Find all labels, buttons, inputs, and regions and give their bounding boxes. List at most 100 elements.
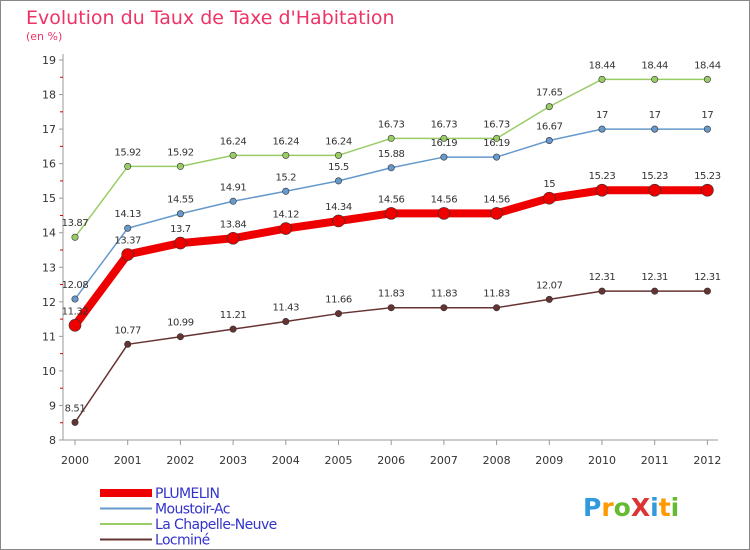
- data-point: [703, 287, 711, 295]
- data-point: [124, 224, 132, 232]
- chart-subtitle: (en %): [26, 30, 62, 43]
- x-tick-label: 2003: [219, 454, 247, 467]
- data-point: [387, 164, 395, 172]
- data-point: [334, 151, 342, 159]
- data-label: 15.88: [378, 149, 405, 160]
- data-point: [437, 207, 451, 220]
- series-la-chapelle-neuve: 13.87 15.92 15.92 16.24 16.24 16.24 16.73 16.73…: [62, 60, 721, 241]
- y-tick-label: 14: [42, 227, 56, 240]
- data-label: 14.56: [378, 194, 405, 205]
- data-point: [595, 183, 609, 197]
- data-label: 12.31: [694, 272, 721, 283]
- data-label: 15.23: [694, 171, 721, 182]
- data-point: [440, 304, 448, 312]
- logo-text: ProXiti: [583, 493, 679, 522]
- data-point: [703, 125, 711, 133]
- x-tick-label: 2005: [325, 454, 353, 467]
- legend-label: La Chapelle-Neuve: [155, 517, 277, 533]
- data-point: [493, 153, 501, 161]
- x-tick-label: 2001: [114, 454, 142, 467]
- data-label: 17: [701, 110, 713, 121]
- data-point: [174, 236, 187, 250]
- data-label: 12.31: [589, 272, 616, 283]
- data-label: 17: [596, 110, 608, 121]
- x-tick-label: 2008: [483, 454, 511, 467]
- series-plumelin: 11.32 13.37 13.7 13.84 14.12 14.34 14.56 14.56 1…: [62, 171, 721, 332]
- data-point: [648, 183, 662, 197]
- data-point: [279, 222, 293, 235]
- data-point: [176, 333, 184, 341]
- data-label: 10.99: [167, 318, 194, 329]
- data-point: [229, 325, 237, 333]
- data-label: 16.24: [272, 136, 299, 147]
- data-label: 16.19: [431, 138, 458, 149]
- data-point: [71, 418, 79, 426]
- x-tick-label: 2012: [693, 454, 721, 467]
- data-label: 16.19: [483, 138, 510, 149]
- data-label: 12.31: [641, 272, 668, 283]
- data-point: [384, 207, 398, 220]
- data-label: 14.13: [114, 209, 141, 220]
- data-point: [490, 207, 503, 220]
- data-point: [229, 151, 237, 159]
- data-point: [493, 304, 501, 312]
- data-label: 11.21: [220, 310, 247, 321]
- y-tick-label: 16: [42, 158, 56, 171]
- data-point: [71, 295, 79, 303]
- series-locmin-: 8.51 10.77 10.99 11.21 11.43 11.66 11.83 11.83 1…: [65, 272, 721, 426]
- data-label: 16.73: [431, 119, 458, 130]
- data-point: [176, 210, 184, 218]
- data-label: 16.73: [483, 119, 510, 130]
- data-label: 14.34: [325, 202, 352, 213]
- y-tick-label: 12: [42, 296, 56, 309]
- data-label: 14.56: [483, 194, 510, 205]
- data-label: 13.84: [220, 219, 247, 230]
- data-point: [651, 125, 659, 133]
- data-point: [545, 103, 553, 111]
- data-point: [229, 197, 237, 205]
- data-point: [334, 177, 342, 185]
- data-point: [651, 287, 659, 295]
- data-point: [598, 125, 606, 133]
- data-point: [176, 162, 184, 170]
- data-label: 11.83: [431, 289, 458, 300]
- x-tick-label: 2002: [166, 454, 194, 467]
- data-point: [282, 318, 290, 326]
- data-label: 15.23: [589, 171, 616, 182]
- data-label: 15.5: [328, 162, 349, 173]
- data-label: 16.67: [536, 121, 563, 132]
- y-tick-label: 15: [42, 192, 56, 205]
- data-label: 11.43: [272, 303, 299, 314]
- data-label: 16.24: [325, 136, 352, 147]
- y-tick-label: 19: [42, 54, 56, 67]
- data-label: 11.66: [325, 295, 352, 306]
- y-tick-label: 8: [49, 434, 56, 447]
- data-point: [440, 134, 448, 142]
- legend-label: Locminé: [155, 533, 210, 549]
- y-tick-label: 10: [42, 365, 56, 378]
- series-layer: 13.87 15.92 15.92 16.24 16.24 16.24 16.73 16.73…: [62, 60, 721, 426]
- y-tick-label: 13: [42, 261, 56, 274]
- data-label: 13.87: [62, 218, 89, 229]
- data-label: 12.07: [536, 280, 563, 291]
- data-label: 16.24: [220, 136, 247, 147]
- series-moustoir-ac: 12.08 14.13 14.55 14.91 15.2 15.5 15.88 16.19 16…: [62, 110, 714, 303]
- data-label: 15: [543, 179, 555, 190]
- data-label: 14.56: [431, 194, 458, 205]
- data-label: 10.77: [114, 325, 141, 336]
- x-tick-label: 2010: [588, 454, 616, 467]
- data-point: [71, 233, 79, 241]
- axes: 8 9 10 11 12 13 14 15 16 17 18 19 2000 2001 2002 2003 20…: [42, 54, 721, 467]
- data-label: 13.37: [114, 235, 141, 246]
- data-label: 11.32: [62, 306, 89, 317]
- data-label: 18.44: [694, 60, 721, 71]
- data-label: 18.44: [589, 60, 616, 71]
- data-label: 16.73: [378, 119, 405, 130]
- data-point: [598, 287, 606, 295]
- data-label: 13.7: [170, 224, 191, 235]
- data-point: [387, 304, 395, 312]
